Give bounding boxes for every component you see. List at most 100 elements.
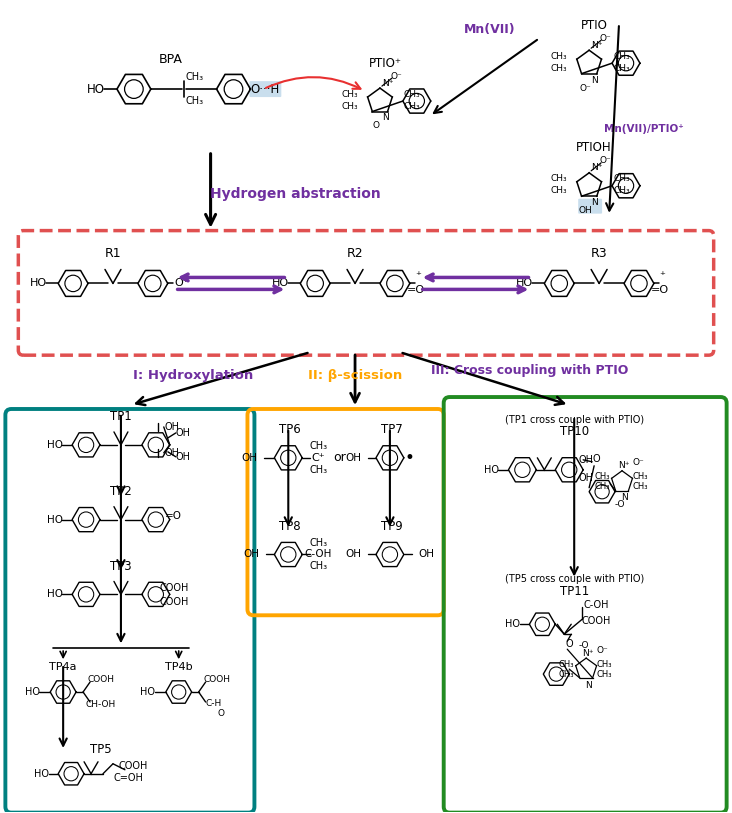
Text: O⁻: O⁻ <box>600 156 611 165</box>
Text: CH₃: CH₃ <box>309 441 327 451</box>
Text: CH₃: CH₃ <box>613 52 630 61</box>
Text: Hydrogen abstraction: Hydrogen abstraction <box>210 187 381 201</box>
Text: ⁺: ⁺ <box>415 272 421 281</box>
Text: C⁺: C⁺ <box>311 453 325 463</box>
Text: CH₃: CH₃ <box>309 465 327 475</box>
Text: PTIO⁺: PTIO⁺ <box>368 57 401 70</box>
Text: CH₃: CH₃ <box>341 102 358 111</box>
Text: Mn(VII): Mn(VII) <box>463 23 515 36</box>
Text: R1: R1 <box>105 247 122 260</box>
Text: CH₃: CH₃ <box>341 89 358 98</box>
Text: HO: HO <box>34 769 49 779</box>
Text: HO: HO <box>47 515 63 524</box>
Text: OH: OH <box>176 452 190 462</box>
Text: O⁻: O⁻ <box>597 646 608 654</box>
Text: N: N <box>382 114 389 123</box>
Text: PTIO: PTIO <box>580 19 608 32</box>
Text: N: N <box>591 76 598 85</box>
Text: (TP5 cross couple with PTIO): (TP5 cross couple with PTIO) <box>504 575 644 585</box>
Text: COOH: COOH <box>88 675 114 684</box>
Text: CH₃: CH₃ <box>309 562 327 572</box>
Text: I: Hydroxylation: I: Hydroxylation <box>132 368 253 381</box>
Text: HO: HO <box>484 465 499 475</box>
Text: R3: R3 <box>591 247 608 260</box>
Text: C-OH: C-OH <box>583 600 609 611</box>
Text: N⁺: N⁺ <box>619 461 630 470</box>
Text: COOH: COOH <box>118 761 148 771</box>
Text: TP2: TP2 <box>110 485 132 498</box>
Text: PTIOH: PTIOH <box>576 141 612 154</box>
Text: •: • <box>405 449 415 467</box>
Text: O⁻: O⁻ <box>390 72 402 80</box>
Text: HO: HO <box>516 278 533 289</box>
Text: O···H: O···H <box>251 83 280 96</box>
Text: TP4a: TP4a <box>49 662 77 672</box>
Text: O: O <box>565 639 573 650</box>
Text: CH₃: CH₃ <box>309 537 327 547</box>
Text: OH: OH <box>176 428 190 438</box>
Text: =O: =O <box>165 511 182 520</box>
Text: O⁻: O⁻ <box>600 34 611 43</box>
Text: N⁺: N⁺ <box>591 163 602 172</box>
Text: O: O <box>592 454 600 464</box>
FancyBboxPatch shape <box>578 198 602 214</box>
Text: N⁺: N⁺ <box>583 649 594 658</box>
Text: CH₃: CH₃ <box>632 482 648 491</box>
Text: CH₃: CH₃ <box>186 72 203 82</box>
Text: TP5: TP5 <box>90 743 112 756</box>
Text: O⁻: O⁻ <box>632 459 644 467</box>
Text: BPA: BPA <box>159 53 183 66</box>
Text: II: β-scission: II: β-scission <box>308 368 402 381</box>
Text: N: N <box>591 198 598 207</box>
Text: N⁺: N⁺ <box>382 79 393 88</box>
Text: OH: OH <box>164 422 179 432</box>
Text: ⁺: ⁺ <box>659 272 665 281</box>
Text: O: O <box>373 121 379 130</box>
Text: CH₃: CH₃ <box>404 89 420 98</box>
Text: TP4b: TP4b <box>165 662 193 672</box>
Text: OH: OH <box>242 453 258 463</box>
Text: OH: OH <box>164 448 179 458</box>
Text: TP9: TP9 <box>381 520 403 533</box>
Text: O⁻: O⁻ <box>579 84 591 93</box>
Text: =O: =O <box>407 285 425 295</box>
Text: CH₃: CH₃ <box>613 174 630 183</box>
Text: CH₃: CH₃ <box>594 482 610 491</box>
Text: CH₃: CH₃ <box>597 670 612 679</box>
Text: CH-OH: CH-OH <box>86 701 116 710</box>
Text: CH₃: CH₃ <box>597 659 612 668</box>
Text: OH: OH <box>578 207 592 215</box>
Text: Mn(VII)/PTIO⁺: Mn(VII)/PTIO⁺ <box>604 124 684 134</box>
Text: OH: OH <box>419 550 435 559</box>
Text: TP11: TP11 <box>559 585 589 598</box>
Text: -O: -O <box>579 641 589 650</box>
Text: CH₃: CH₃ <box>594 472 610 481</box>
Text: =O: =O <box>651 285 669 295</box>
Text: HO: HO <box>141 687 155 697</box>
Text: OH: OH <box>579 472 594 483</box>
Text: O: O <box>217 710 224 719</box>
Text: HO: HO <box>272 278 289 289</box>
Text: CH₃: CH₃ <box>404 102 420 111</box>
Text: III: Cross coupling with PTIO: III: Cross coupling with PTIO <box>430 363 628 376</box>
Text: CH₃: CH₃ <box>559 659 574 668</box>
Text: TP10: TP10 <box>560 425 589 438</box>
Text: COOH: COOH <box>203 675 230 684</box>
Text: CH₃: CH₃ <box>550 63 567 72</box>
Text: TP6: TP6 <box>280 424 301 437</box>
Text: N: N <box>585 680 591 689</box>
Text: O⁺: O⁺ <box>174 278 189 289</box>
Text: TP3: TP3 <box>110 560 132 573</box>
Text: CH₃: CH₃ <box>559 670 574 679</box>
Text: HO: HO <box>87 83 105 96</box>
Text: CH₃: CH₃ <box>613 186 630 195</box>
Text: TP7: TP7 <box>381 424 403 437</box>
Text: HO: HO <box>47 589 63 599</box>
Text: HO: HO <box>505 620 520 629</box>
Text: COOH: COOH <box>159 598 188 607</box>
Text: C-OH: C-OH <box>305 550 332 559</box>
Text: C-H: C-H <box>206 699 222 708</box>
Text: N: N <box>621 493 627 502</box>
Text: N⁺: N⁺ <box>591 41 602 50</box>
Text: OH: OH <box>345 453 361 463</box>
